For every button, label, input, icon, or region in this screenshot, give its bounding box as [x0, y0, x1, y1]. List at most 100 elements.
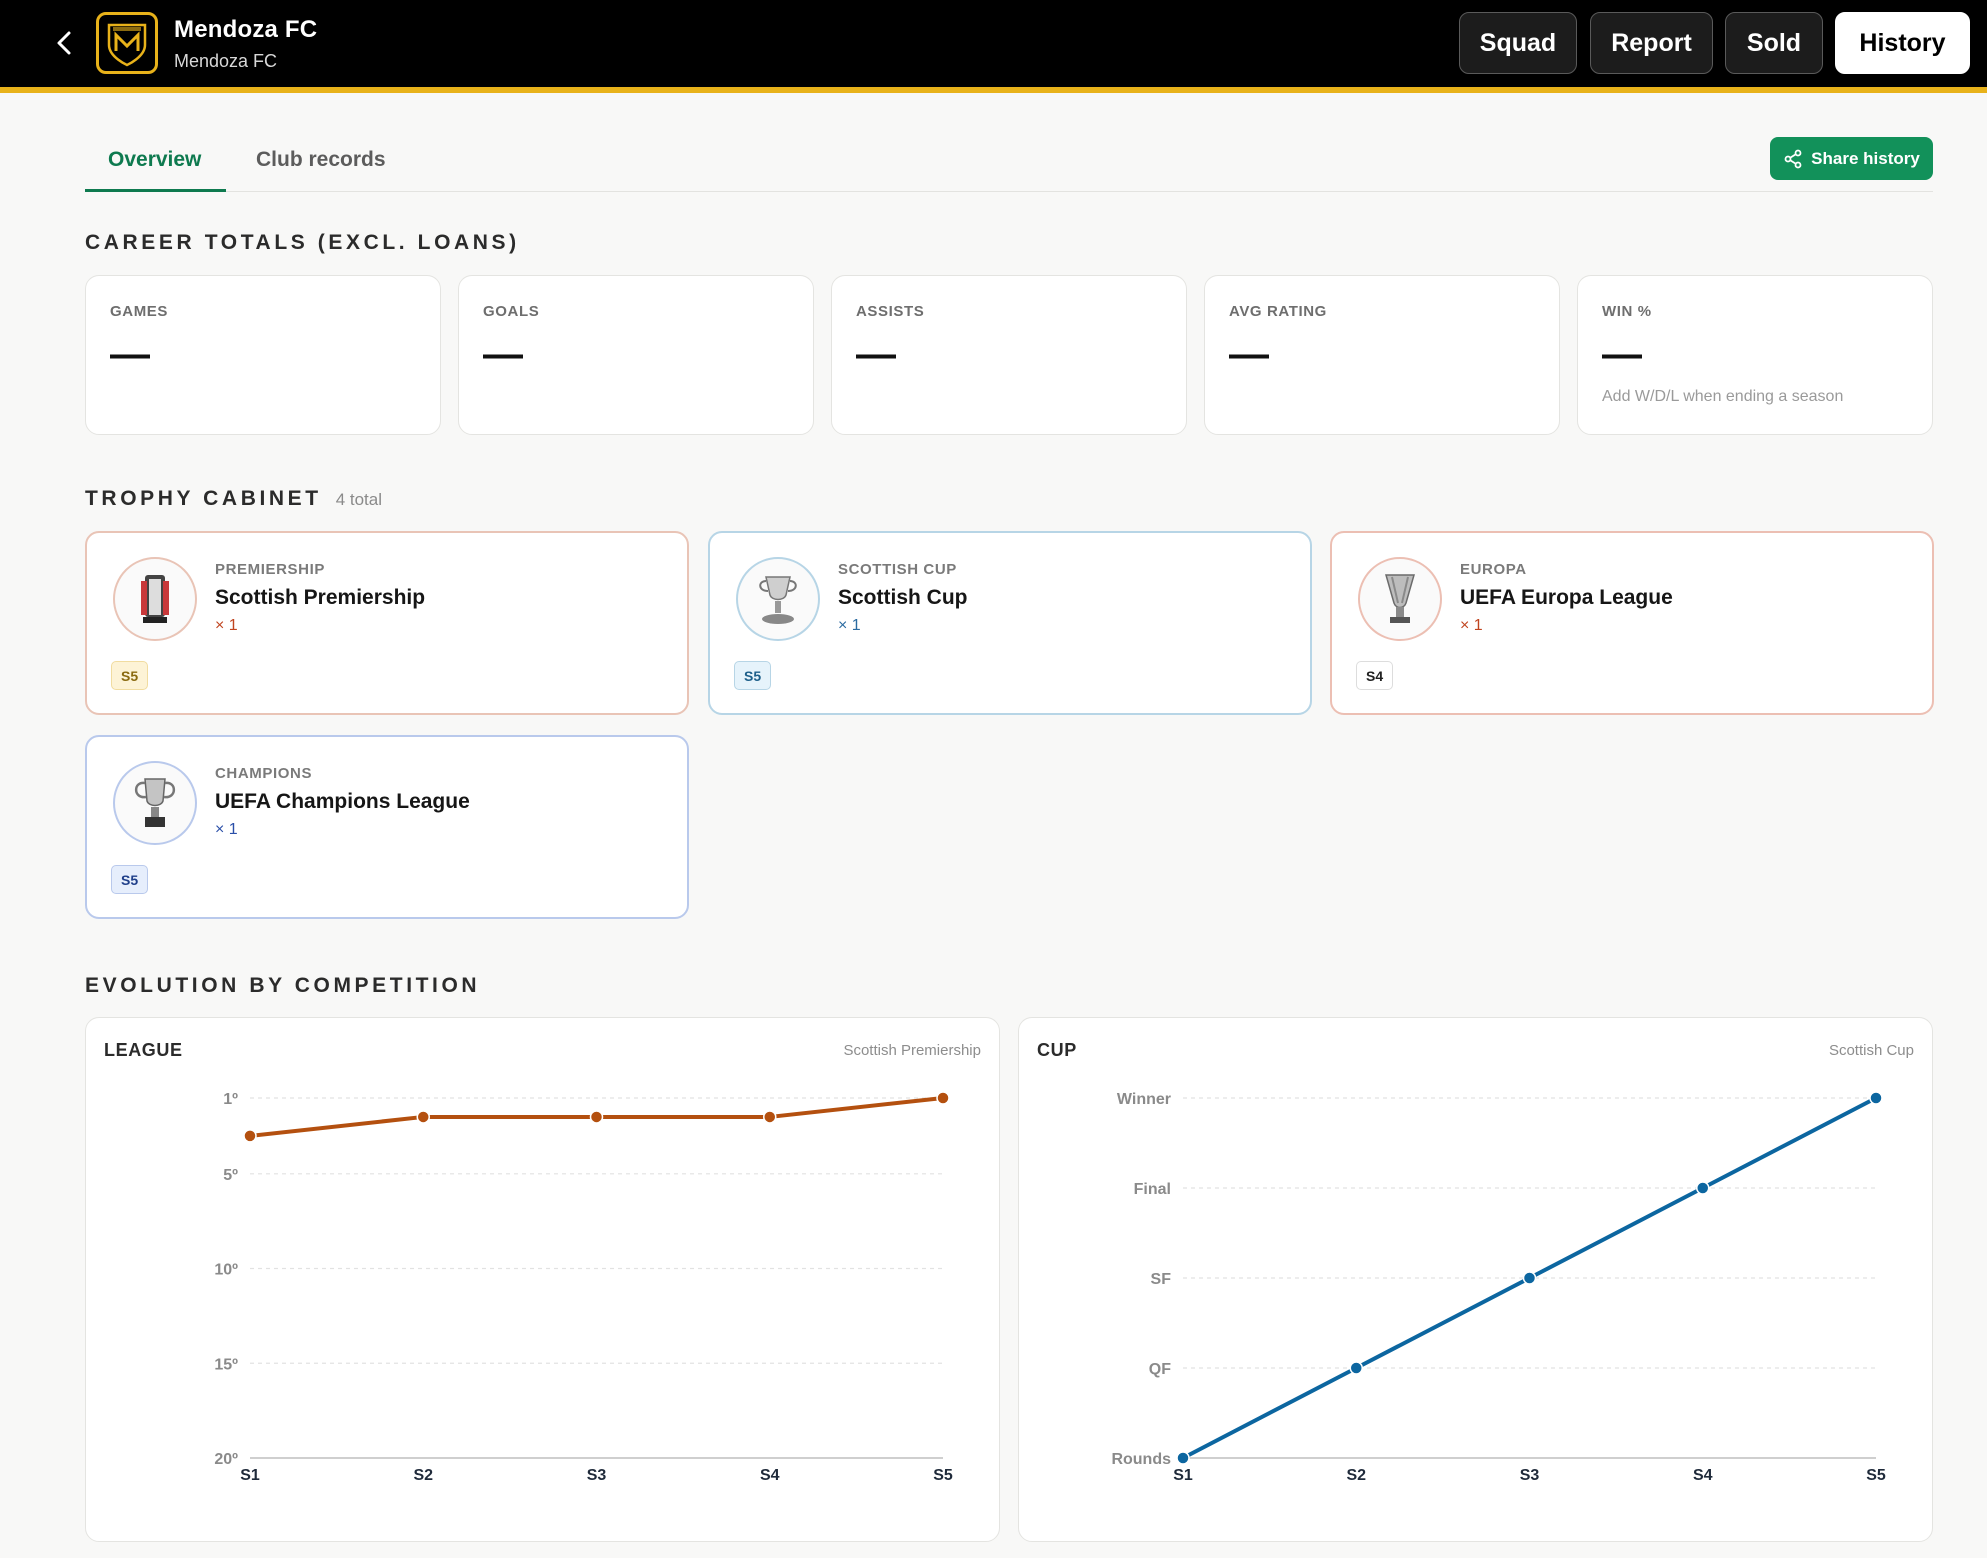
evolution-title: EVOLUTION BY COMPETITION: [85, 974, 481, 997]
stat-card-win-percent: WIN % — Add W/D/L when ending a season: [1577, 275, 1933, 435]
x-tick-label: S2: [1346, 1467, 1366, 1484]
trophy-name: UEFA Champions League: [215, 790, 470, 813]
trophy-icon-frame: [1358, 557, 1442, 641]
active-tab-indicator: [85, 189, 226, 192]
nav-report-button[interactable]: Report: [1590, 12, 1713, 74]
y-tick-label: 10º: [214, 1262, 238, 1279]
y-tick-label: SF: [1151, 1271, 1172, 1288]
stat-label: GAMES: [110, 303, 169, 320]
trophy-cabinet-heading: TROPHY CABINET: [85, 487, 322, 510]
data-point: [589, 1110, 604, 1124]
y-tick-label: Winner: [1117, 1091, 1171, 1108]
data-point: [763, 1110, 777, 1124]
trophy-name: Scottish Premiership: [215, 586, 426, 609]
cup-chart-card: CUP Scottish Cup Winner Final SF QF Rounds S1…: [1018, 1017, 1933, 1542]
stat-hint: Add W/D/L when ending a season: [1602, 388, 1844, 405]
trophy-name: UEFA Europa League: [1460, 586, 1673, 609]
y-tick-label: 5º: [223, 1167, 238, 1184]
y-tick-label: 20º: [214, 1451, 238, 1468]
stat-card-goals: GOALS —: [458, 275, 814, 435]
y-tick-label: QF: [1149, 1361, 1171, 1378]
stat-value: —: [483, 332, 523, 376]
y-tick-label: 1º: [223, 1091, 238, 1108]
x-tick-label: S5: [933, 1467, 953, 1484]
club-logo: [96, 12, 158, 74]
club-name: Mendoza FC: [174, 16, 318, 43]
x-tick-label: S3: [1520, 1467, 1540, 1484]
stat-value: —: [1229, 332, 1269, 376]
share-history-label: Share history: [1811, 148, 1920, 168]
share-icon: [1784, 149, 1802, 168]
trophy-icon-frame: [113, 557, 197, 641]
x-tick-label: S2: [413, 1467, 433, 1484]
stat-card-avg-rating: AVG RATING —: [1204, 275, 1560, 435]
stat-label: GOALS: [483, 303, 540, 320]
trophy-count: × 1: [215, 821, 238, 838]
season-badge: S5: [111, 661, 149, 690]
nav-squad-button[interactable]: Squad: [1459, 12, 1577, 74]
stat-label: ASSISTS: [856, 303, 925, 320]
trophy-total-count: 4 total: [335, 490, 383, 509]
data-point: [1176, 1451, 1190, 1465]
data-point: [1696, 1181, 1710, 1195]
x-tick-label: S3: [587, 1467, 607, 1484]
league-chart-card: LEAGUE Scottish Premiership 1º 5º 10º 15º 20…: [85, 1017, 1000, 1542]
y-tick-label: 15º: [214, 1356, 238, 1373]
cup-chart-subtitle: Scottish Cup: [1828, 1042, 1914, 1059]
x-tick-label: S5: [1866, 1467, 1886, 1484]
tab-club-records[interactable]: Club records: [256, 148, 386, 171]
nav-sold-button[interactable]: Sold: [1725, 12, 1823, 74]
y-tick-label: Final: [1134, 1181, 1171, 1198]
champions-league-trophy-icon: [134, 778, 176, 827]
league-chart-title: LEAGUE: [104, 1040, 183, 1060]
stat-value: —: [856, 332, 896, 376]
scottish-cup-trophy-icon: [759, 576, 797, 624]
stat-value: —: [110, 332, 150, 376]
share-history-button[interactable]: Share history: [1770, 137, 1933, 180]
data-point: [1349, 1361, 1363, 1375]
club-subtitle: Mendoza FC: [174, 51, 278, 71]
season-badge: S5: [111, 865, 149, 894]
trophy-card-scottish-cup[interactable]: SCOTTISH CUP Scottish Cup × 1 S5: [708, 531, 1312, 715]
trophy-count: × 1: [215, 617, 238, 634]
x-tick-label: S1: [240, 1467, 260, 1484]
trophy-category: EUROPA: [1460, 561, 1527, 578]
stat-label: WIN %: [1602, 303, 1652, 320]
league-chart-subtitle: Scottish Premiership: [843, 1042, 981, 1059]
stat-card-assists: ASSISTS —: [831, 275, 1187, 435]
chevron-left-icon: [57, 31, 71, 55]
trophy-category: SCOTTISH CUP: [838, 561, 957, 578]
club-crest-icon: [107, 23, 147, 67]
trophy-count: × 1: [838, 617, 861, 634]
trophy-category: CHAMPIONS: [215, 765, 313, 782]
premiership-trophy-icon: [141, 575, 169, 623]
data-point: [936, 1091, 950, 1105]
back-button[interactable]: [50, 28, 80, 58]
x-tick-label: S4: [760, 1467, 780, 1484]
trophy-icon-frame: [113, 761, 197, 845]
trophy-card-premiership[interactable]: PREMIERSHIP Scottish Premiership × 1 S5: [85, 531, 689, 715]
data-point: [1869, 1091, 1883, 1105]
trophy-name: Scottish Cup: [838, 586, 968, 609]
data-point: [416, 1110, 430, 1124]
europa-league-trophy-icon: [1385, 574, 1415, 623]
y-tick-label: Rounds: [1111, 1451, 1171, 1468]
tab-overview[interactable]: Overview: [108, 148, 202, 171]
trophy-card-champions[interactable]: CHAMPIONS UEFA Champions League × 1 S5: [85, 735, 689, 919]
trophy-cabinet-title: TROPHY CABINET 4 total: [85, 487, 382, 511]
trophy-icon-frame: [736, 557, 820, 641]
top-bar: Mendoza FC Mendoza FC Squad Report Sold …: [0, 0, 1987, 93]
stat-card-games: GAMES —: [85, 275, 441, 435]
history-tabs: Overview Club records: [85, 138, 1933, 192]
stat-label: AVG RATING: [1229, 303, 1327, 320]
x-tick-label: S1: [1173, 1467, 1193, 1484]
career-totals-title: CAREER TOTALS (EXCL. LOANS): [85, 231, 520, 254]
nav-history-button[interactable]: History: [1835, 12, 1970, 74]
x-tick-label: S4: [1693, 1467, 1713, 1484]
trophy-card-europa[interactable]: EUROPA UEFA Europa League × 1 S4: [1330, 531, 1934, 715]
season-badge: S5: [734, 661, 772, 690]
data-point: [243, 1129, 257, 1143]
trophy-count: × 1: [1460, 617, 1483, 634]
